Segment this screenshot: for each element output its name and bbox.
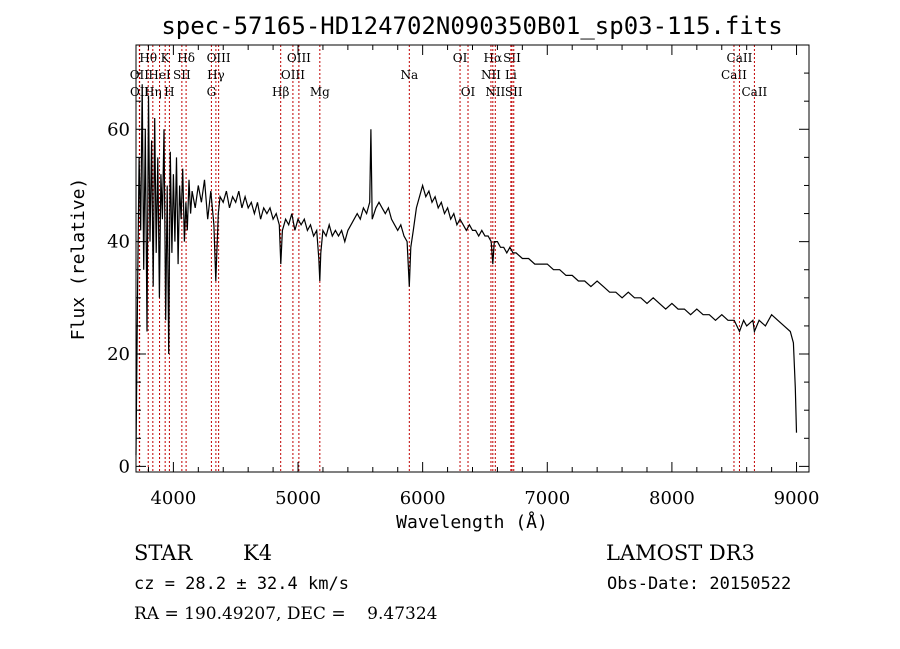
y-tick-label: 60	[107, 119, 130, 140]
line-label-18: OI	[461, 85, 476, 99]
chart-title: spec-57165-HD124702N090350B01_sp03-115.f…	[161, 12, 782, 40]
survey-name: LAMOST DR3	[606, 541, 755, 565]
line-label-4: H	[164, 85, 174, 99]
coordinates: RA = 190.49207, DEC = 9.47324	[134, 604, 438, 624]
y-axis-label: Flux (relative)	[68, 178, 89, 341]
line-label-23: Li	[505, 68, 517, 82]
plot-frame	[135, 44, 810, 473]
line-label-10: G	[207, 85, 217, 99]
line-label-17: OI	[453, 51, 468, 65]
x-tick-label: 5000	[275, 488, 321, 509]
x-axis-label: Wavelength (Å)	[396, 511, 548, 533]
x-tick-label: 7000	[524, 488, 570, 509]
line-label-13: OIII	[281, 68, 305, 82]
y-tick-label: 40	[107, 232, 130, 253]
object-subclass: K4	[243, 541, 273, 565]
line-label-21: NII	[485, 85, 505, 99]
line-label-25: CaII	[721, 68, 747, 82]
line-label-27: CaII	[741, 85, 767, 99]
line-label-6: SII	[173, 68, 191, 82]
line-label-0: Hθ	[139, 51, 157, 65]
spectral-line-markers: HθHηHeIKHHδSIIOIIOIIHγGOIIIHβOIIIOIIIMgN…	[130, 45, 768, 472]
object-class: STAR	[134, 541, 193, 565]
x-axis: 4000 5000 6000 7000 8000 9000	[147, 45, 820, 509]
line-label-20: NII	[481, 68, 501, 82]
y-axis: 0 20 40 60	[107, 72, 809, 477]
line-label-2: HeI	[148, 68, 171, 82]
spectrum-line	[135, 84, 798, 456]
line-label-24: SII	[505, 85, 523, 99]
y-tick-label: 0	[119, 456, 130, 477]
line-label-8: OII	[130, 85, 150, 99]
redshift-cz: cz = 28.2 ± 32.4 km/s	[134, 574, 349, 594]
line-label-15: Mg	[310, 85, 330, 99]
x-tick-label: 9000	[774, 488, 820, 509]
line-label-22: SII	[503, 51, 521, 65]
line-label-14: OIII	[287, 51, 311, 65]
y-tick-label: 20	[107, 344, 130, 365]
line-label-11: OIII	[207, 51, 231, 65]
line-label-9: Hγ	[207, 68, 225, 82]
x-tick-label: 4000	[150, 488, 196, 509]
line-label-26: CaII	[727, 51, 753, 65]
line-label-1: Hη	[144, 85, 162, 99]
line-label-3: K	[161, 51, 171, 65]
line-label-5: Hδ	[177, 51, 195, 65]
line-label-16: Na	[400, 68, 418, 82]
x-tick-label: 6000	[400, 488, 446, 509]
line-label-19: Hα	[484, 51, 503, 65]
x-tick-label: 8000	[649, 488, 695, 509]
obs-date: Obs-Date: 20150522	[607, 574, 792, 594]
line-label-12: Hβ	[272, 85, 289, 99]
